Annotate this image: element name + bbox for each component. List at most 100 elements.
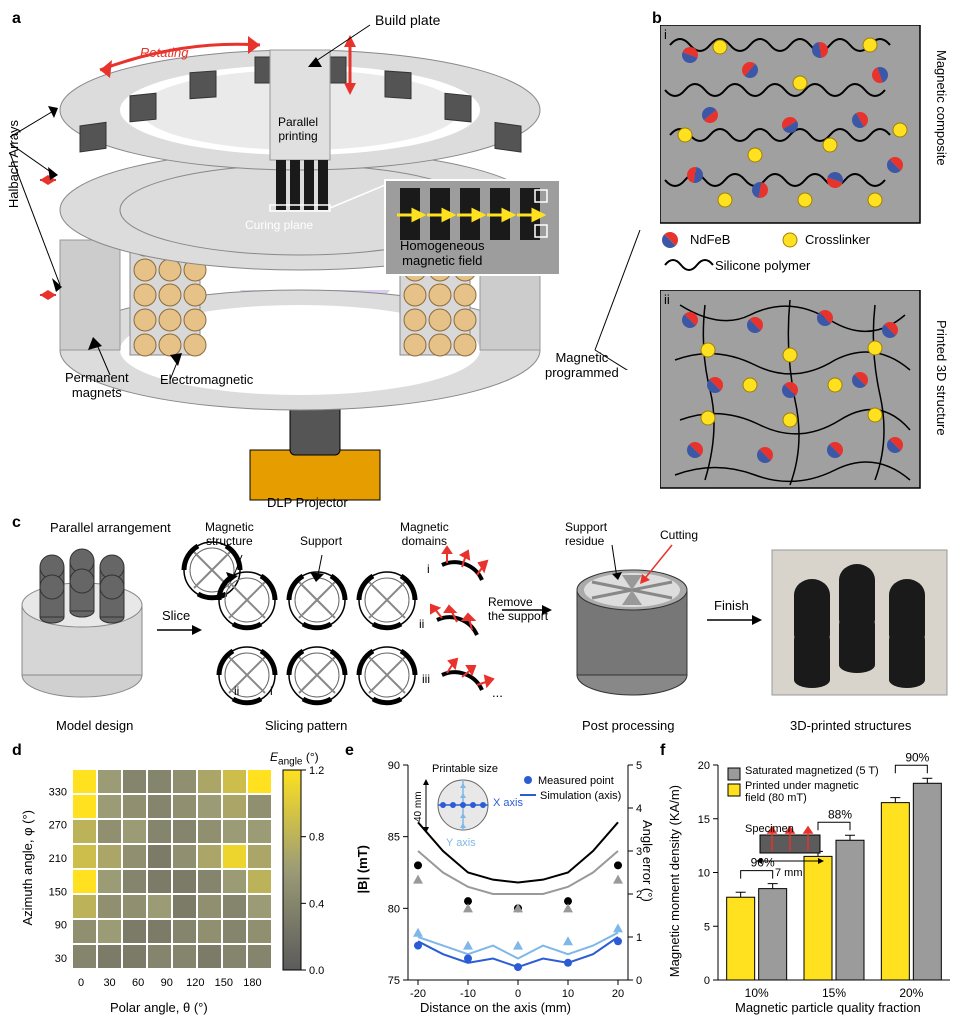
parallel-printing-label: Parallel printing — [278, 115, 318, 143]
svg-text:80: 80 — [388, 903, 400, 915]
panel-b-printed: ii — [660, 290, 940, 500]
mag-domains-label: Magnetic domains — [400, 520, 449, 548]
panel-e-ylabel-l: |B| (mT) — [355, 845, 370, 893]
svg-text:0: 0 — [515, 988, 521, 1000]
mag-prog-lines — [545, 230, 665, 370]
dlp-label: DLP Projector — [267, 495, 348, 510]
cutting-label: Cutting — [660, 528, 698, 542]
svg-text:150: 150 — [49, 886, 67, 898]
svg-text:Simulation (axis): Simulation (axis) — [540, 790, 621, 802]
svg-text:180: 180 — [243, 977, 261, 989]
svg-text:75: 75 — [388, 975, 400, 987]
svg-text:5: 5 — [636, 760, 642, 772]
printed-struct-label: 3D-printed structures — [790, 718, 911, 733]
svg-text:88%: 88% — [828, 807, 852, 821]
panel-b-right1: Magnetic composite — [934, 50, 949, 166]
svg-text:ii: ii — [664, 292, 670, 307]
svg-text:iii: iii — [422, 672, 430, 686]
svg-text:60: 60 — [132, 977, 144, 989]
panel-d-xlabel: Polar angle, θ (°) — [110, 1000, 208, 1015]
panel-d-cbar-label: Eangle (°) — [270, 750, 319, 767]
svg-text:210: 210 — [49, 853, 67, 865]
svg-text:1: 1 — [636, 932, 642, 944]
svg-text:0.8: 0.8 — [309, 832, 324, 844]
svg-text:ii: ii — [234, 684, 239, 698]
svg-text:120: 120 — [186, 977, 204, 989]
leg-sat: Saturated magnetized (5 T) — [745, 765, 879, 777]
svg-text:Y axis: Y axis — [446, 837, 476, 849]
rotating-label: Rotating — [140, 45, 188, 60]
svg-text:30: 30 — [55, 953, 67, 965]
svg-text:270: 270 — [49, 820, 67, 832]
svg-text:330: 330 — [49, 786, 67, 798]
svg-text:-20: -20 — [410, 988, 426, 1000]
panel-d-label: d — [12, 742, 22, 760]
svg-text:...: ... — [492, 685, 503, 700]
support-residue-label: Support residue — [565, 520, 607, 548]
svg-text:40 mm: 40 mm — [413, 791, 424, 822]
svg-text:10%: 10% — [745, 986, 769, 1000]
support-label: Support — [300, 534, 342, 548]
svg-text:30: 30 — [103, 977, 115, 989]
svg-text:90%: 90% — [751, 856, 775, 870]
panel-b-right2: Printed 3D structure — [934, 320, 949, 436]
panel-e-xlabel: Distance on the axis (mm) — [420, 1000, 571, 1015]
svg-text:Printable size: Printable size — [432, 763, 498, 775]
model-design-label: Model design — [56, 718, 133, 733]
specimen-label: Specimen — [745, 823, 794, 835]
svg-text:-10: -10 — [460, 988, 476, 1000]
svg-text:0.4: 0.4 — [309, 898, 324, 910]
svg-text:X axis: X axis — [493, 797, 523, 809]
svg-text:i: i — [664, 27, 667, 42]
svg-text:Slice: Slice — [162, 608, 190, 623]
svg-text:15: 15 — [698, 814, 710, 826]
panel-d-heatmap: 0 30 60 90 120 150 180 30 90 150 210 270 330 0.0 0.4… — [25, 750, 335, 1020]
panel-b-composite: i — [660, 25, 940, 235]
svg-text:20: 20 — [612, 988, 624, 1000]
svg-text:Build plate: Build plate — [375, 12, 441, 28]
svg-text:150: 150 — [215, 977, 233, 989]
svg-text:10: 10 — [698, 868, 710, 880]
svg-text:Measured point: Measured point — [538, 775, 614, 787]
svg-text:20%: 20% — [899, 986, 923, 1000]
svg-text:15%: 15% — [822, 986, 846, 1000]
svg-text:20: 20 — [698, 760, 710, 772]
svg-text:90%: 90% — [905, 750, 929, 764]
panel-e-chart: -20-1001020 75808590 012345 Printable si… — [368, 750, 668, 1020]
svg-text:Finish: Finish — [714, 598, 749, 613]
homog-field-label: Homogeneous magnetic field — [400, 238, 485, 268]
ndfeb-legend: NdFeB — [690, 232, 730, 247]
panel-e-label: e — [345, 742, 354, 760]
svg-text:85: 85 — [388, 832, 400, 844]
panel-f-xlabel: Magnetic particle quality fraction — [735, 1000, 921, 1015]
panel-c-workflow: Slice ii i i — [12, 520, 962, 740]
panel-e-ylabel-r: Angle error (°) — [640, 820, 655, 902]
svg-text:i: i — [270, 684, 273, 698]
leg-printed: Printed under magnetic field (80 mT) — [745, 780, 859, 804]
halbach-label: Halbach Arrays — [6, 120, 21, 208]
perm-magnets-label: Permanent magnets — [65, 370, 129, 400]
panel-f-ylabel: Magnetic moment density (KA/m) — [667, 785, 682, 977]
svg-text:10: 10 — [562, 988, 574, 1000]
silicone-legend: Silicone polymer — [715, 258, 810, 273]
svg-text:5: 5 — [704, 921, 710, 933]
crosslinker-legend: Crosslinker — [805, 232, 870, 247]
svg-text:4: 4 — [636, 803, 642, 815]
svg-text:0: 0 — [78, 977, 84, 989]
electromagnetic-label: Electromagnetic — [160, 372, 253, 387]
spec-width: 7 mm — [775, 867, 803, 879]
slicing-pattern-label: Slicing pattern — [265, 718, 347, 733]
panel-d-ylabel: Azimuth angle, φ (°) — [20, 810, 35, 926]
curing-plane-label: Curing plane — [245, 218, 313, 232]
svg-text:i: i — [427, 562, 430, 576]
svg-text:0: 0 — [704, 975, 710, 987]
svg-text:ii: ii — [419, 617, 424, 631]
svg-text:90: 90 — [388, 760, 400, 772]
svg-text:0.0: 0.0 — [309, 965, 324, 977]
svg-text:90: 90 — [161, 977, 173, 989]
mag-structure-label: Magnetic structure — [205, 520, 254, 548]
svg-text:0: 0 — [636, 975, 642, 987]
svg-text:90: 90 — [55, 920, 67, 932]
remove-support-label: Remove the support — [488, 595, 548, 623]
parallel-arrangement: Parallel arrangement — [50, 520, 171, 535]
